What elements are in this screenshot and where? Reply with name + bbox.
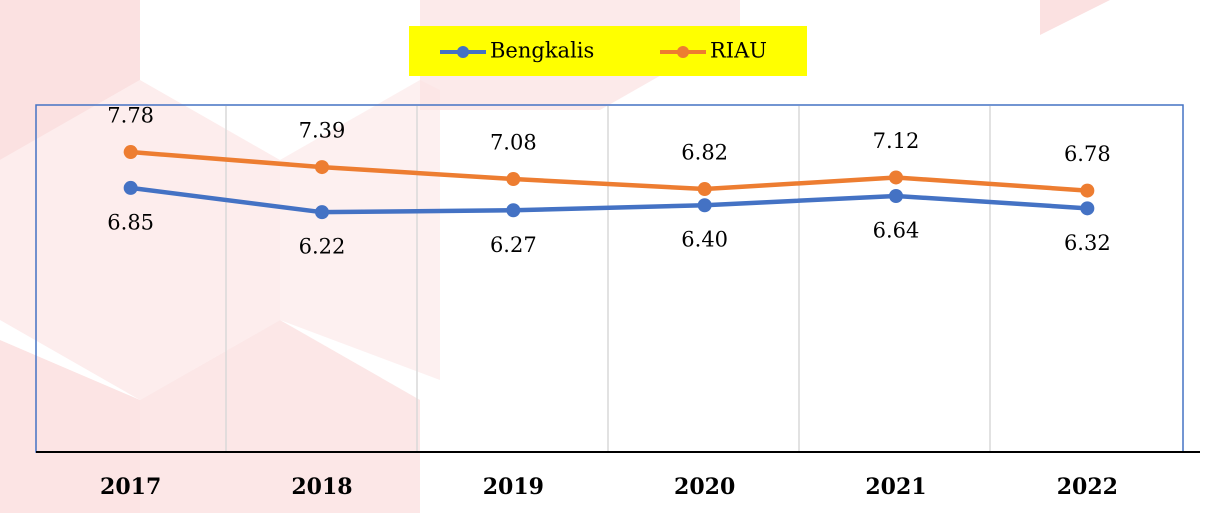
x-tick-label: 2017 [100,474,161,500]
data-label: 7.39 [299,119,346,143]
point [124,181,138,195]
x-tick-label: 2019 [483,474,544,500]
x-tick-label: 2020 [674,474,735,500]
legend-marker [457,46,469,58]
chart: 2017 2018 2019 2020 2021 2022 Bengkalis RIAU 6.8… [0,0,1207,513]
data-label: 7.08 [490,131,537,155]
data-label: 6.27 [490,233,537,257]
background-decoration [0,0,1110,513]
data-label: 6.64 [873,218,920,242]
data-label: 6.32 [1064,231,1111,255]
data-label: 7.78 [107,104,154,128]
data-label: 7.12 [873,129,920,153]
point [1080,184,1094,198]
point [124,145,138,159]
x-tick-label: 2022 [1057,474,1118,500]
x-tick-label: 2018 [291,474,352,500]
point [506,203,520,217]
data-label: 6.78 [1064,142,1111,166]
point [889,170,903,184]
point [698,182,712,196]
point [315,160,329,174]
point [1080,201,1094,215]
point [698,198,712,212]
point [889,189,903,203]
x-tick-label: 2021 [865,474,926,500]
legend-marker [677,46,689,58]
legend-label: RIAU [710,39,767,63]
data-label: 6.40 [681,228,728,252]
point [506,172,520,186]
point [315,205,329,219]
data-label: 6.22 [299,235,346,259]
legend-label: Bengkalis [490,39,594,63]
data-label: 6.85 [107,210,154,234]
data-label: 6.82 [681,141,728,165]
